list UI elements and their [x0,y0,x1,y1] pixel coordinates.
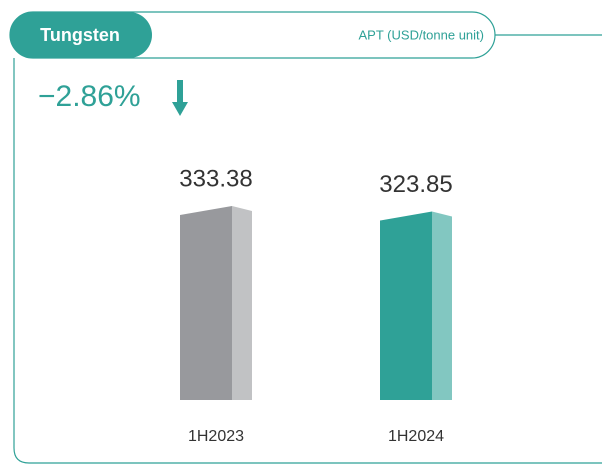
chart-subtitle: APT (USD/tonne unit) [359,27,484,42]
x-tick-label: 1H2023 [188,428,244,445]
bar-side [432,211,452,400]
header-pill [10,12,152,58]
down-arrow [172,80,188,116]
change-annotation: −2.86% [38,80,141,113]
frame [13,58,602,464]
value-label: 323.85 [379,171,452,198]
bar-front [180,206,232,400]
chart-title: Tungsten [40,25,120,45]
bar-front [380,211,432,400]
bar-side [232,206,252,400]
x-tick-label: 1H2024 [388,428,444,445]
value-label: 333.38 [179,165,252,192]
